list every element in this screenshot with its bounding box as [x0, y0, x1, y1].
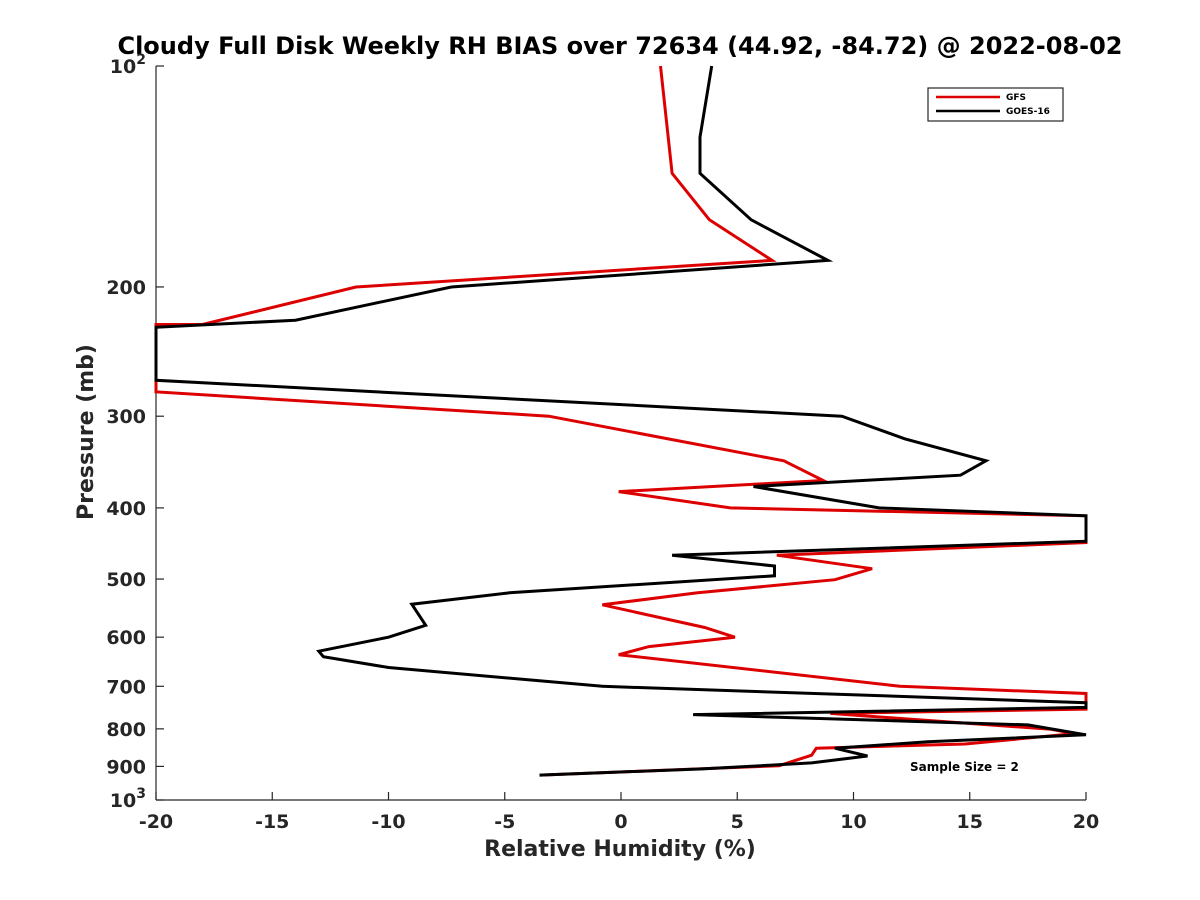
legend: GFS GOES-16 — [927, 87, 1064, 122]
y-tick-label: 200 — [106, 277, 146, 299]
y-tick-label: 900 — [106, 756, 146, 778]
x-tick-label: 15 — [957, 811, 983, 833]
x-tick-label: 20 — [1073, 811, 1099, 833]
y-tick-label: 400 — [106, 498, 146, 520]
x-tick-label: -20 — [139, 811, 173, 833]
legend-items: GFS GOES-16 — [936, 93, 1050, 117]
y-tick-label: 500 — [106, 569, 146, 591]
y-tick-label: 700 — [106, 676, 146, 698]
x-tick-label: -10 — [371, 811, 405, 833]
series-lines — [154, 65, 1088, 777]
y-axis-label: Pressure (mb) — [74, 344, 99, 520]
x-axis-label: Relative Humidity (%) — [484, 837, 756, 862]
y-tick-label: 103 — [110, 786, 146, 812]
y-tick-label: 102 — [110, 52, 146, 78]
x-tick-label: -5 — [494, 811, 515, 833]
x-tick-label: -15 — [255, 811, 289, 833]
x-tick-label: 5 — [731, 811, 744, 833]
legend-label: GOES-16 — [1006, 107, 1050, 117]
chart-title: Cloudy Full Disk Weekly RH BIAS over 726… — [117, 32, 1122, 60]
sample-size-annotation: Sample Size = 2 — [910, 760, 1019, 774]
series-line-goes-16 — [154, 65, 1088, 777]
plot-area: -20 -15 -10 -5 0 5 10 15 20 102 200 300 400 500 600 70… — [106, 52, 1099, 833]
y-axis-ticks: 102 200 300 400 500 600 700 800 900 103 — [106, 52, 164, 812]
x-axis-ticks: -20 -15 -10 -5 0 5 10 15 20 — [139, 792, 1099, 833]
y-tick-label: 300 — [106, 406, 146, 428]
legend-label: GFS — [1006, 93, 1026, 103]
legend-box — [927, 87, 1064, 122]
series-line-gfs — [154, 65, 1088, 777]
y-tick-label: 800 — [106, 719, 146, 741]
x-tick-label: 10 — [840, 811, 866, 833]
x-tick-label: 0 — [614, 811, 627, 833]
y-tick-label: 600 — [106, 627, 146, 649]
